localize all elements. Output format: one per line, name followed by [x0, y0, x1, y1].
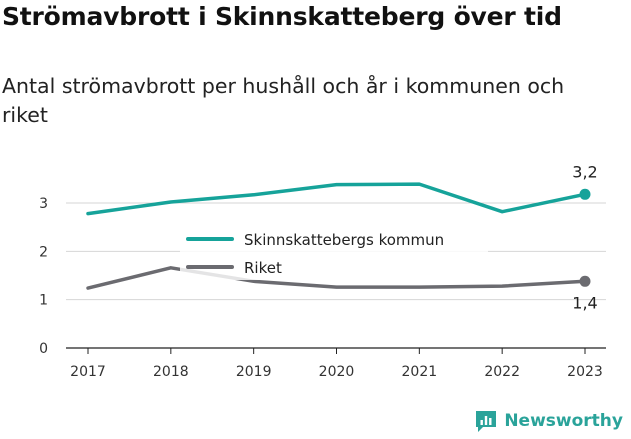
- end-marker-1: [579, 275, 591, 287]
- x-tick-label-2022: 2022: [484, 364, 520, 380]
- legend-label-0: Skinnskattebergs kommun: [244, 231, 444, 249]
- y-tick-label-3: 3: [39, 196, 48, 212]
- y-tick-label-0: 0: [39, 341, 48, 357]
- x-tick-label-2023: 2023: [567, 364, 603, 380]
- x-tick-label-2019: 2019: [236, 364, 272, 380]
- chart-subtitle: Antal strömavbrott per hushåll och år i …: [2, 74, 565, 127]
- end-value-label-0: 3,2: [572, 162, 597, 181]
- brand-logo[interactable]: Newsworthy: [474, 409, 623, 433]
- end-marker-0: [579, 188, 591, 200]
- y-tick-label-2: 2: [39, 244, 48, 260]
- chart-title: Strömavbrott i Skinnskatteberg över tid: [2, 2, 562, 31]
- x-tick-label-2018: 2018: [153, 364, 189, 380]
- x-tick-label-2021: 2021: [402, 364, 438, 380]
- series-line-0: [86, 182, 587, 216]
- legend-background: [180, 226, 488, 280]
- legend-label-1: Riket: [244, 259, 282, 277]
- x-tick-label-2020: 2020: [319, 364, 355, 380]
- y-tick-label-1: 1: [39, 293, 48, 309]
- series-line-1: [86, 266, 587, 290]
- newsworthy-logo-icon: [476, 411, 497, 432]
- end-value-label-1: 1,4: [572, 293, 597, 312]
- x-tick-label-2017: 2017: [70, 364, 106, 380]
- brand-name: Newsworthy: [504, 411, 623, 431]
